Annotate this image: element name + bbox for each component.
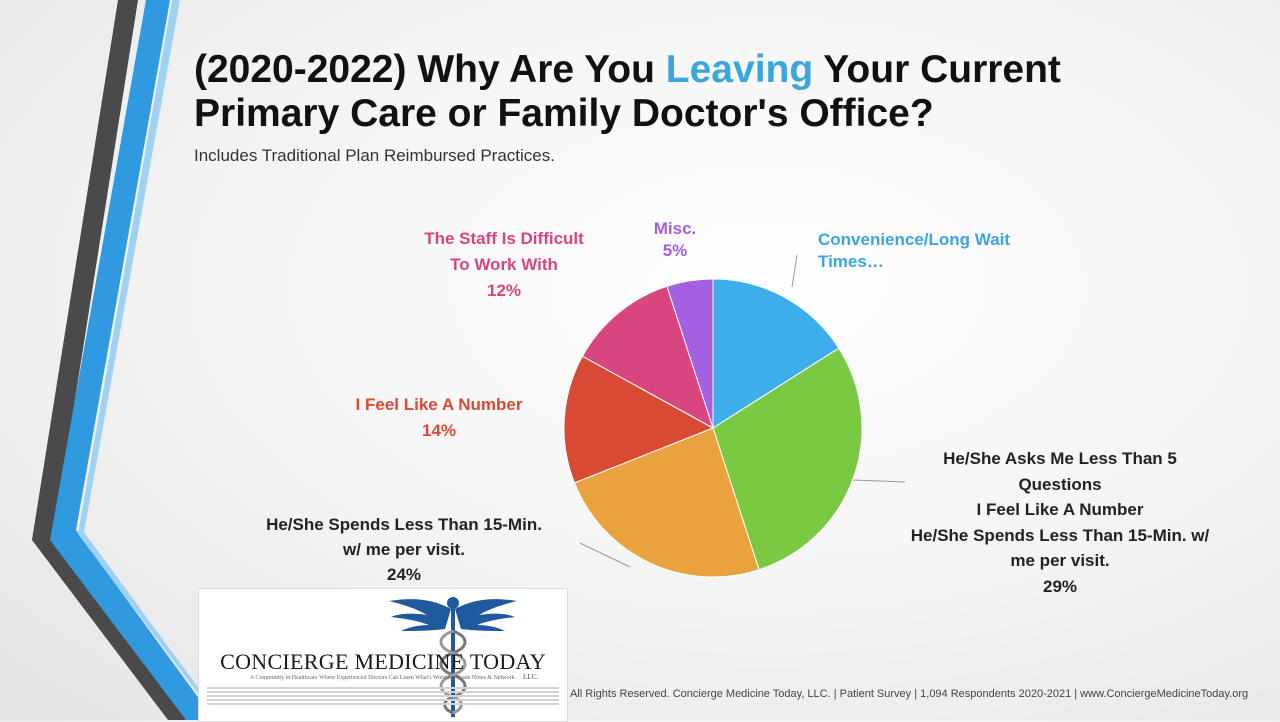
label-misc: Misc. 5% (648, 218, 702, 262)
pie-slice-4 (581, 285, 714, 430)
leader-line-convenience (791, 254, 798, 288)
label-number-name: I Feel Like A Number (355, 395, 523, 414)
slide-title: (2020-2022) Why Are You Leaving Your Cur… (194, 48, 1194, 136)
slide-subtitle: Includes Traditional Plan Reimbursed Pra… (194, 146, 555, 165)
label-number-value: 14% (421, 421, 457, 440)
label-asks-line-5: me per visit. (1010, 551, 1110, 570)
logo-fine-print-line (207, 691, 559, 693)
title-line-2: Primary Care or Family Doctor's Office? (194, 92, 934, 135)
caduceus-icon (389, 597, 517, 717)
label-convenience-line-1: Convenience/Long Wait (818, 230, 1011, 249)
label-asks-line-1: He/She Asks Me Less Than 5 (943, 449, 1177, 468)
label-misc-name: Misc. (653, 219, 697, 238)
title-highlight: Leaving (665, 48, 814, 91)
label-misc-value: 5% (662, 241, 688, 260)
logo-tagline: A Community in Healthcare Where Experien… (249, 675, 517, 681)
label-staff-value: 12% (486, 281, 522, 300)
leader-line-asks (851, 479, 906, 483)
pie-slice-5 (666, 278, 714, 429)
logo-fine-print-line (207, 703, 559, 705)
logo-fine-print-line (207, 687, 559, 689)
label-staff: The Staff Is Difficult To Work With 12% (398, 226, 610, 304)
pie-slices (563, 278, 863, 578)
label-spends-line-2: w/ me per visit. (343, 540, 465, 559)
label-staff-line-1: The Staff Is Difficult (424, 229, 584, 248)
logo-fine-print-line (207, 699, 559, 701)
logo-name: CONCIERGE MEDICINE TODAY (220, 649, 546, 674)
label-spends-value: 24% (386, 565, 422, 584)
title-part-2: Your Current (813, 48, 1061, 91)
label-spends-line-1: He/She Spends Less Than 15-Min. (266, 515, 542, 534)
pie-slice-3 (563, 355, 715, 484)
label-asks: He/She Asks Me Less Than 5 Questions I F… (870, 446, 1250, 599)
decorative-stripes (32, 0, 200, 720)
blue-stripe (50, 0, 200, 720)
label-asks-value: 29% (1042, 576, 1078, 596)
label-asks-line-2: Questions (1018, 474, 1102, 494)
label-asks-line-3: I Feel Like A Number (976, 500, 1144, 519)
logo-fine-print-line (207, 695, 559, 697)
label-convenience: Convenience/Long Wait Times… (818, 229, 1010, 273)
pie-slice-1 (712, 347, 863, 571)
pie-slice-0 (712, 278, 840, 429)
logo-llc: LLC. (523, 673, 538, 681)
footer-copyright: All Rights Reserved. Concierge Medicine … (570, 688, 1249, 700)
label-asks-line-4: He/She Spends Less Than 15-Min. w/ (910, 525, 1210, 545)
leader-line-spends (579, 542, 631, 568)
title-part-1: (2020-2022) Why Are You (194, 48, 666, 91)
label-staff-line-2: To Work With (450, 255, 558, 274)
dark-stripe (32, 0, 200, 720)
leader-lines (579, 254, 906, 568)
label-number: I Feel Like A Number 14% (330, 392, 548, 444)
label-spends: He/She Spends Less Than 15-Min. w/ me pe… (236, 512, 572, 587)
label-convenience-line-2: Times… (818, 252, 884, 271)
concierge-medicine-today-logo: CONCIERGE MEDICINE TODAY A Community in … (198, 588, 568, 722)
pie-slice-2 (573, 427, 760, 578)
